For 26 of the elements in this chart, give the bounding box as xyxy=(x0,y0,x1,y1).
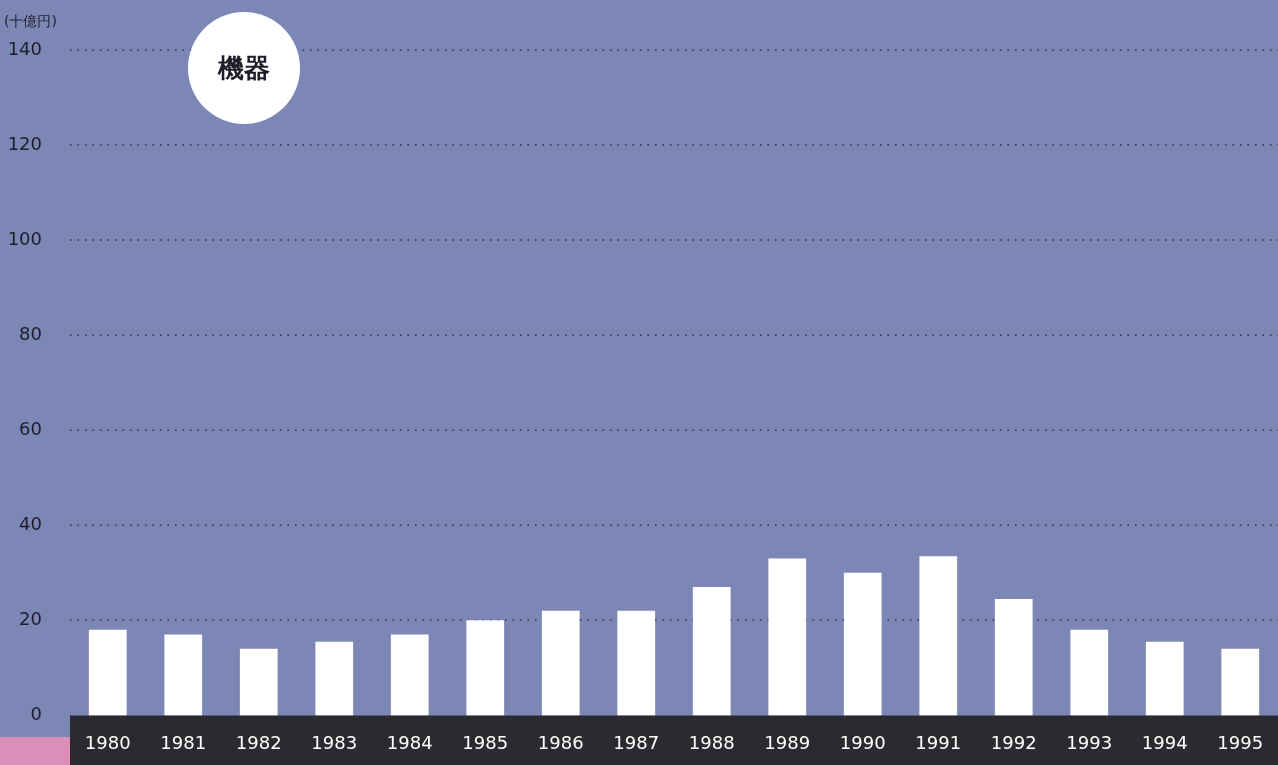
chart-title: 機器 xyxy=(218,51,270,85)
y-tick-label: 0 xyxy=(30,703,42,725)
y-tick-label: 80 xyxy=(19,322,42,344)
x-tick-label: 1993 xyxy=(1066,731,1113,753)
x-tick-label: 1988 xyxy=(688,731,735,753)
y-tick-label: 140 xyxy=(7,37,42,59)
y-tick-label: 120 xyxy=(7,132,42,154)
x-tick-label: 1982 xyxy=(235,731,282,753)
y-axis-title: (十億円) xyxy=(4,12,57,29)
x-tick-label: 1985 xyxy=(462,731,509,753)
x-tick-label: 1990 xyxy=(839,731,886,753)
y-tick-label: 100 xyxy=(7,227,42,249)
x-tick-label: 1984 xyxy=(386,731,433,753)
y-tick-label: 20 xyxy=(19,608,42,630)
y-tick-label: 60 xyxy=(19,417,42,439)
x-tick-label: 1992 xyxy=(990,731,1037,753)
y-tick-label: 40 xyxy=(19,512,42,534)
x-tick-label: 1995 xyxy=(1217,731,1264,753)
x-tick-label: 1991 xyxy=(915,731,962,753)
x-tick-label: 1989 xyxy=(764,731,811,753)
x-tick-label: 1987 xyxy=(613,731,660,753)
x-tick-label: 1994 xyxy=(1141,731,1188,753)
x-tick-label: 1981 xyxy=(160,731,207,753)
x-tick-label: 1983 xyxy=(311,731,358,753)
x-tick-label: 1980 xyxy=(84,731,131,753)
x-tick-label: 1986 xyxy=(537,731,584,753)
